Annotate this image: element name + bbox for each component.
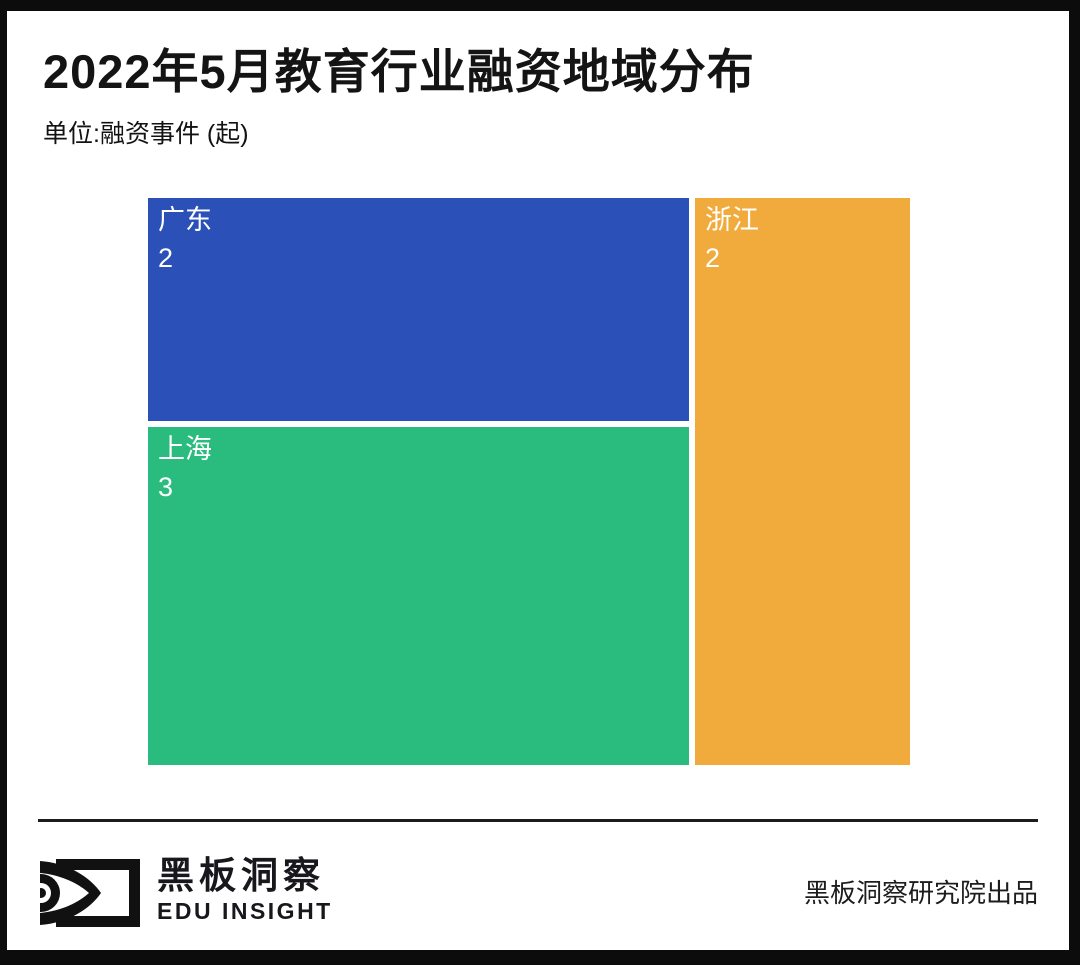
publisher-credit: 黑板洞察研究院出品 — [803, 878, 1038, 908]
region-name: 上海 — [158, 434, 212, 464]
region-value: 2 — [158, 243, 174, 273]
region-name: 浙江 — [705, 205, 759, 235]
treemap-cell-shanghai: 上海 3 — [148, 427, 689, 765]
content-area: 2022年5月教育行业融资地域分布 单位:融资事件 (起) 广东 2 上海 3 … — [7, 11, 1069, 950]
brand-block: 黑板洞察 EDU INSIGHT — [157, 855, 333, 925]
brand-name-en: EDU INSIGHT — [157, 898, 333, 924]
region-value: 2 — [705, 243, 721, 273]
region-value: 3 — [158, 472, 174, 502]
treemap-cell-zhejiang: 浙江 2 — [695, 198, 910, 765]
unit-label: 单位:融资事件 (起) — [43, 120, 249, 148]
treemap-cell-guangdong: 广东 2 — [148, 198, 689, 421]
page-title: 2022年5月教育行业融资地域分布 — [43, 45, 755, 98]
treemap-chart: 广东 2 上海 3 浙江 2 — [148, 198, 910, 765]
eye-logo-icon — [40, 859, 140, 927]
footer-divider — [38, 819, 1038, 822]
region-name: 广东 — [158, 205, 212, 235]
brand-name-cn: 黑板洞察 — [157, 855, 325, 896]
